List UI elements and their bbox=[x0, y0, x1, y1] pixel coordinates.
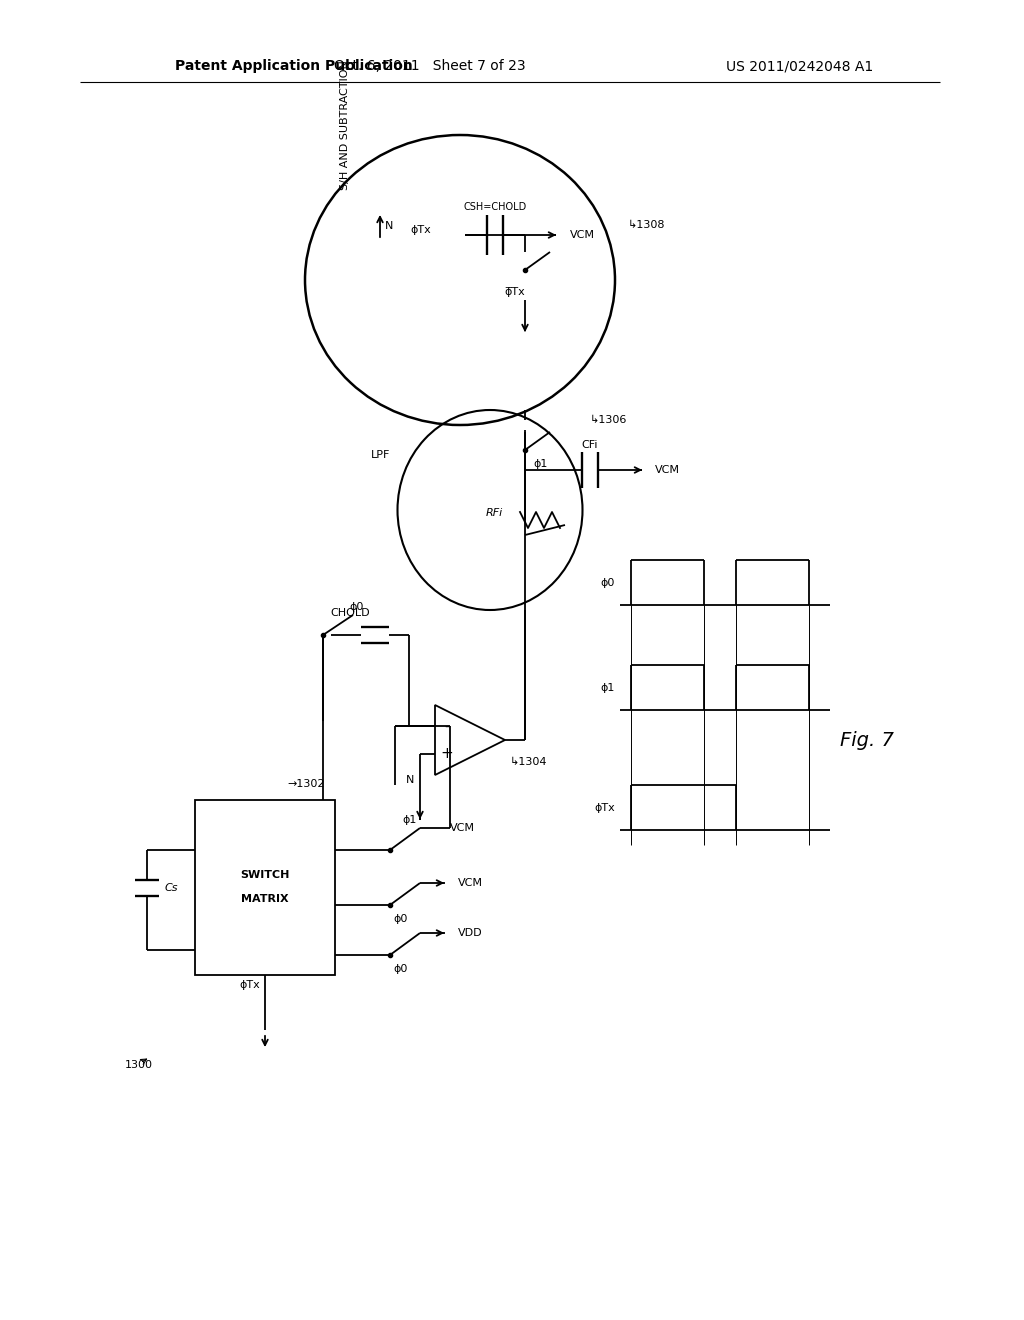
Text: ϕ0: ϕ0 bbox=[349, 602, 364, 612]
Text: LPF: LPF bbox=[371, 450, 390, 459]
Text: ϕ0: ϕ0 bbox=[393, 964, 408, 974]
Text: ϕTx: ϕTx bbox=[594, 803, 615, 813]
Text: ϕ0: ϕ0 bbox=[601, 578, 615, 587]
Text: US 2011/0242048 A1: US 2011/0242048 A1 bbox=[726, 59, 873, 73]
Text: Patent Application Publication: Patent Application Publication bbox=[175, 59, 413, 73]
Text: ϕ0: ϕ0 bbox=[393, 913, 408, 924]
Text: Cs: Cs bbox=[165, 883, 178, 894]
Text: ϕ̅Tx: ϕ̅Tx bbox=[505, 286, 525, 297]
Text: 1300: 1300 bbox=[125, 1060, 153, 1071]
Text: →1302: →1302 bbox=[288, 779, 325, 789]
Text: SWITCH: SWITCH bbox=[241, 870, 290, 880]
Text: ϕ1: ϕ1 bbox=[402, 814, 417, 825]
Text: S/H AND SUBTRACTION: S/H AND SUBTRACTION bbox=[340, 61, 350, 190]
Text: Oct. 6, 2011   Sheet 7 of 23: Oct. 6, 2011 Sheet 7 of 23 bbox=[334, 59, 525, 73]
Text: ϕ1: ϕ1 bbox=[601, 682, 615, 693]
Text: ↳1304: ↳1304 bbox=[510, 756, 548, 767]
Text: N: N bbox=[406, 775, 414, 785]
Text: Fig. 7: Fig. 7 bbox=[840, 730, 894, 750]
Text: RFi: RFi bbox=[485, 508, 503, 517]
Text: VDD: VDD bbox=[458, 928, 482, 939]
Text: ↳1306: ↳1306 bbox=[590, 414, 628, 425]
Text: ϕ1: ϕ1 bbox=[534, 459, 548, 469]
Text: ϕTx: ϕTx bbox=[410, 224, 431, 235]
Text: MATRIX: MATRIX bbox=[242, 894, 289, 904]
Text: CSH=CHOLD: CSH=CHOLD bbox=[464, 202, 526, 213]
Text: CFi: CFi bbox=[582, 440, 598, 450]
Text: VCM: VCM bbox=[655, 465, 680, 475]
Text: -: - bbox=[444, 718, 450, 734]
Text: +: + bbox=[440, 747, 454, 762]
Text: VCM: VCM bbox=[450, 822, 475, 833]
Text: ↳1308: ↳1308 bbox=[628, 220, 666, 230]
Text: N: N bbox=[385, 220, 393, 231]
Text: CHOLD: CHOLD bbox=[330, 609, 370, 618]
Text: ϕTx: ϕTx bbox=[240, 979, 260, 990]
Text: VCM: VCM bbox=[458, 878, 483, 888]
Text: VCM: VCM bbox=[570, 230, 595, 240]
Bar bbox=[195, 800, 335, 975]
